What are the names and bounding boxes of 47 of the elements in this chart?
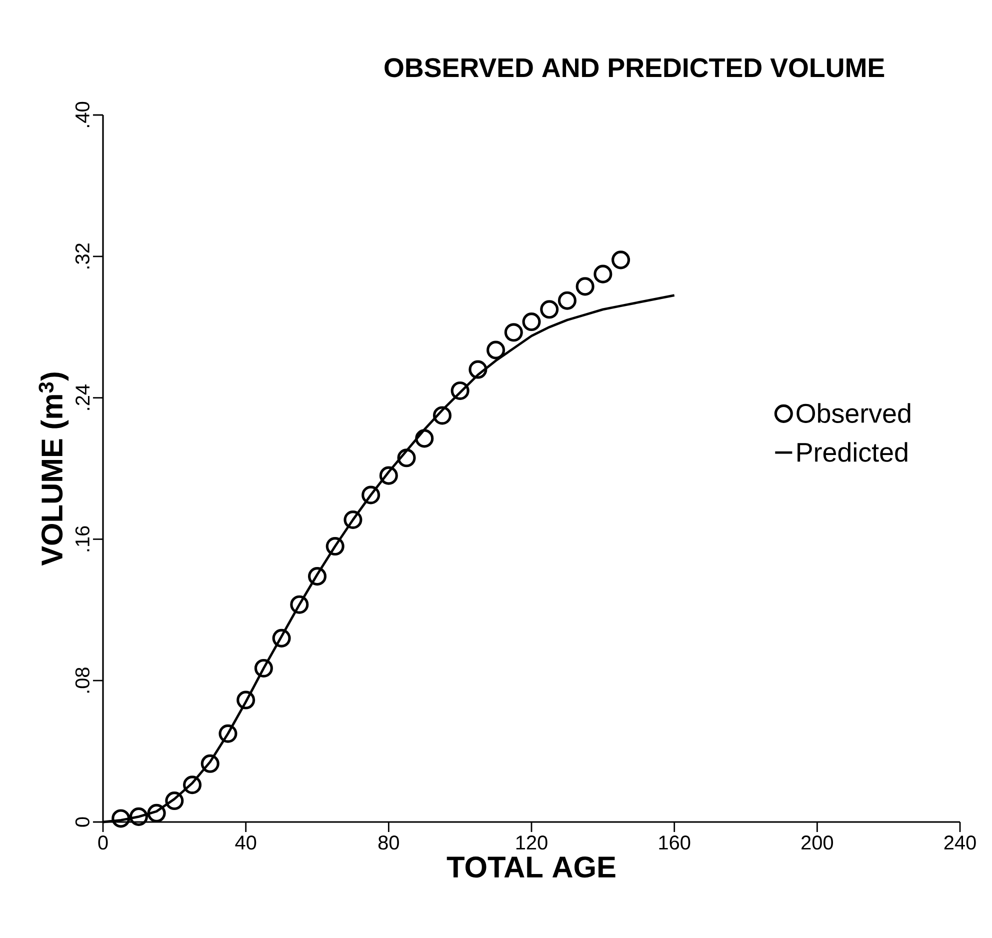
y-tick-label: .32 [75,244,90,268]
point [183,776,202,794]
y-tick-label: .24 [76,384,90,410]
point [308,567,327,586]
x-tick-label: 40 [235,836,256,850]
point [200,754,220,773]
point [236,690,256,710]
point [432,406,452,425]
x-tick-label: 0 [98,836,108,850]
x-tick-label: 200 [802,836,834,850]
x-tick-label: 240 [944,836,976,850]
y-tick-label: .08 [75,668,90,693]
point [344,510,362,530]
point [112,809,130,828]
y-tick-label: 0 [75,817,90,827]
x-tick-label: 80 [378,836,399,850]
point [612,250,630,270]
legend-label: Observed [796,403,910,423]
y-tick-label: .16 [75,526,90,552]
point [326,537,344,556]
point [147,804,166,822]
point [129,807,148,826]
point [450,381,470,400]
y-axis-title: VOLUME (m$^{3}$) [38,372,69,566]
point [558,291,576,310]
point [165,792,184,810]
point [415,429,434,448]
y-tick-label: .40 [75,102,90,128]
legend-label: Predicted [798,442,908,462]
point [397,448,416,468]
x-tick-label: 160 [659,836,690,850]
chart-title: OBSERVED AND PREDICTED VOLUME [384,58,884,78]
point [594,264,612,284]
x-axis-title: TOTAL AGE [446,856,616,878]
point [254,658,273,678]
point [290,595,309,614]
point [362,486,380,504]
point [486,340,506,360]
point [272,628,291,648]
point [379,466,398,485]
point [218,724,238,743]
x-tick-label: 120 [516,836,548,850]
point [576,277,594,296]
point [468,360,488,379]
point [540,300,559,319]
point [522,312,541,332]
point [504,323,523,342]
